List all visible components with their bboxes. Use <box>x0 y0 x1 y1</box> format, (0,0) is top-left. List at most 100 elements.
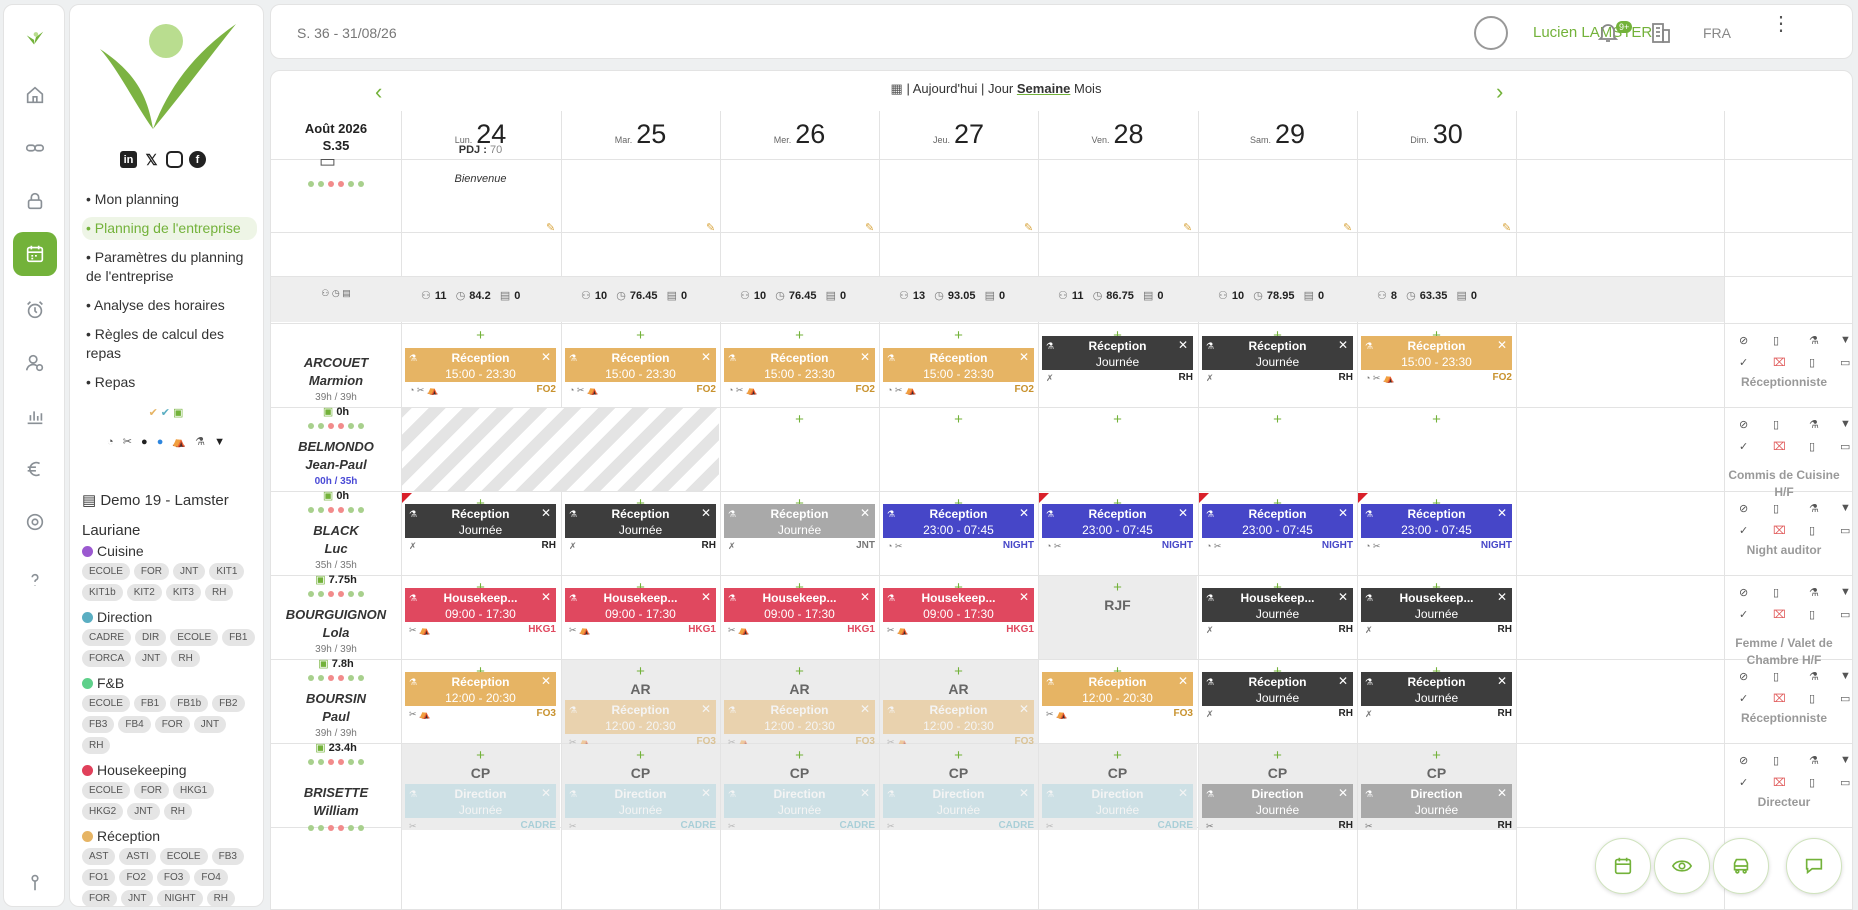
close-icon[interactable]: ✕ <box>700 786 711 800</box>
close-icon[interactable]: ✕ <box>540 350 551 364</box>
alarm-icon[interactable] <box>4 288 66 332</box>
add-shift-button[interactable]: + <box>561 579 720 596</box>
row-action-icon[interactable]: ⚗ <box>1809 503 1819 515</box>
month-view-link[interactable]: Mois <box>1074 81 1102 96</box>
add-shift-button[interactable]: + <box>1113 411 1122 428</box>
row-action-icon[interactable]: ✓ <box>1739 693 1749 705</box>
row-action-icon[interactable]: ⌧ <box>1773 609 1786 621</box>
dept-tag[interactable]: FO2 <box>119 869 153 886</box>
close-icon[interactable]: ✕ <box>1337 590 1348 604</box>
row-action-icon[interactable]: ⊘ <box>1739 755 1749 767</box>
row-action-icon[interactable]: ⚗ <box>1809 419 1819 431</box>
close-icon[interactable]: ✕ <box>1496 506 1507 520</box>
dept-tag[interactable]: ECOLE <box>159 848 208 865</box>
row-action-icon[interactable]: ▼ <box>1840 670 1851 682</box>
day-note[interactable]: ✎ <box>1038 71 1197 234</box>
week-view-link[interactable]: Semaine <box>1016 81 1071 96</box>
row-action-icon[interactable]: ⌧ <box>1773 441 1786 453</box>
employee-card[interactable]: BOURSIN Paul 39h / 39h ▣ 23.4h <box>271 690 401 765</box>
comment-icon[interactable]: ▭ <box>319 151 337 171</box>
dept-tag[interactable]: ECOLE <box>82 563 130 580</box>
row-action-icon[interactable]: ✓ <box>1739 357 1749 369</box>
day-note[interactable]: ✎ <box>1198 71 1357 234</box>
close-icon[interactable]: ✕ <box>1337 338 1348 352</box>
row-action-icon[interactable]: ▯ <box>1809 357 1816 369</box>
add-shift-button[interactable]: + <box>954 747 963 764</box>
row-action-icon[interactable]: ✓ <box>1739 609 1749 621</box>
home-icon[interactable] <box>4 73 66 117</box>
close-icon[interactable]: ✕ <box>1177 338 1188 352</box>
add-shift-button[interactable]: + <box>476 747 485 764</box>
dept-tag[interactable]: FO4 <box>194 869 228 886</box>
dept-tag[interactable]: FORCA <box>82 650 131 667</box>
row-action-icon[interactable]: ▭ <box>1840 441 1851 453</box>
shift-block[interactable]: ⚗ Réception 12:00 - 20:30 ✕ <box>405 672 556 706</box>
close-icon[interactable]: ✕ <box>1018 786 1029 800</box>
shift-block[interactable]: ⚗ Réception 23:00 - 07:45 ✕ <box>1202 504 1353 538</box>
add-shift-button[interactable]: + <box>1357 327 1516 344</box>
close-icon[interactable]: ✕ <box>1337 786 1348 800</box>
close-icon[interactable]: ✕ <box>1496 590 1507 604</box>
row-action-icon[interactable]: ▭ <box>1840 609 1851 621</box>
shift-block[interactable]: ⚗ Housekeep... 09:00 - 17:30 ✕ <box>883 588 1034 622</box>
shift-block[interactable]: ⚗ Direction Journée ✕ <box>1042 784 1193 818</box>
row-action-icon[interactable]: ▯ <box>1809 609 1816 621</box>
day-header[interactable]: Mar. 25 <box>561 113 720 158</box>
add-shift-button[interactable]: + <box>1432 747 1441 764</box>
row-action-icon[interactable]: ▼ <box>1840 502 1851 514</box>
dept-tag[interactable]: FB3 <box>211 848 244 865</box>
row-action-icon[interactable]: ⊘ <box>1739 503 1749 515</box>
dept-tag[interactable]: FOR <box>133 563 170 580</box>
close-icon[interactable]: ✕ <box>1496 338 1507 352</box>
add-shift-button[interactable]: + <box>561 495 720 512</box>
row-action-icon[interactable]: ▼ <box>1840 334 1851 346</box>
close-icon[interactable]: ✕ <box>859 506 870 520</box>
close-icon[interactable]: ✕ <box>1177 674 1188 688</box>
row-action-icon[interactable]: ⚗ <box>1809 335 1819 347</box>
menu-planning-entreprise[interactable]: • Planning de l'entreprise <box>82 217 257 240</box>
row-action-icon[interactable]: ▯ <box>1773 671 1780 683</box>
row-action-icon[interactable]: ⚗ <box>1809 587 1819 599</box>
fab-transport[interactable] <box>1713 838 1769 894</box>
absence-cell[interactable] <box>562 660 720 743</box>
dept-tag[interactable]: KIT1 <box>209 563 245 580</box>
dept-tag[interactable]: JNT <box>127 803 160 820</box>
edit-note-icon[interactable]: ✎ <box>1343 222 1353 234</box>
dept-tag[interactable]: JNT <box>135 650 168 667</box>
pin-icon[interactable] <box>4 860 66 904</box>
close-icon[interactable]: ✕ <box>859 590 870 604</box>
row-action-icon[interactable]: ✓ <box>1739 525 1749 537</box>
dept-tag[interactable]: FB1b <box>170 695 209 712</box>
shift-block[interactable]: ⚗ Direction Journée ✕ <box>883 784 1034 818</box>
close-icon[interactable]: ✕ <box>540 786 551 800</box>
close-icon[interactable]: ✕ <box>859 350 870 364</box>
lock-icon[interactable] <box>4 179 66 223</box>
add-shift-button[interactable]: + <box>795 327 804 344</box>
menu-regles-repas[interactable]: • Règles de calcul des repas <box>86 326 224 361</box>
dept-tag[interactable]: NIGHT <box>157 890 203 906</box>
user-clock-icon[interactable] <box>4 341 66 385</box>
more-menu-icon[interactable]: ⋮ <box>1771 13 1791 35</box>
close-icon[interactable]: ✕ <box>1018 506 1029 520</box>
close-icon[interactable]: ✕ <box>859 702 870 716</box>
close-icon[interactable]: ✕ <box>1496 786 1507 800</box>
add-shift-button[interactable]: + <box>401 663 560 680</box>
row-action-icon[interactable]: ⚗ <box>1809 755 1819 767</box>
close-icon[interactable]: ✕ <box>1177 506 1188 520</box>
row-action-icon[interactable]: ▼ <box>1840 418 1851 430</box>
language-selector[interactable]: FRA <box>1703 25 1731 41</box>
shift-block[interactable]: ⚗ Réception Journée ✕ <box>565 504 716 538</box>
shift-block[interactable]: ⚗ Réception 15:00 - 23:30 ✕ <box>883 348 1034 382</box>
row-action-icon[interactable]: ▯ <box>1773 419 1780 431</box>
close-icon[interactable]: ✕ <box>1018 702 1029 716</box>
add-shift-button[interactable]: + <box>1357 663 1516 680</box>
edit-note-icon[interactable]: ✎ <box>1502 222 1512 234</box>
shift-block[interactable]: ⚗ Housekeep... 09:00 - 17:30 ✕ <box>565 588 716 622</box>
add-shift-button[interactable]: + <box>636 747 645 764</box>
edit-note-icon[interactable]: ✎ <box>706 222 716 234</box>
add-shift-button[interactable]: + <box>720 495 879 512</box>
row-action-icon[interactable]: ▼ <box>1840 754 1851 766</box>
edit-note-icon[interactable]: ✎ <box>546 222 556 234</box>
row-action-icon[interactable]: ⊘ <box>1739 587 1749 599</box>
shift-block[interactable]: ⚗ Réception 23:00 - 07:45 ✕ <box>883 504 1034 538</box>
